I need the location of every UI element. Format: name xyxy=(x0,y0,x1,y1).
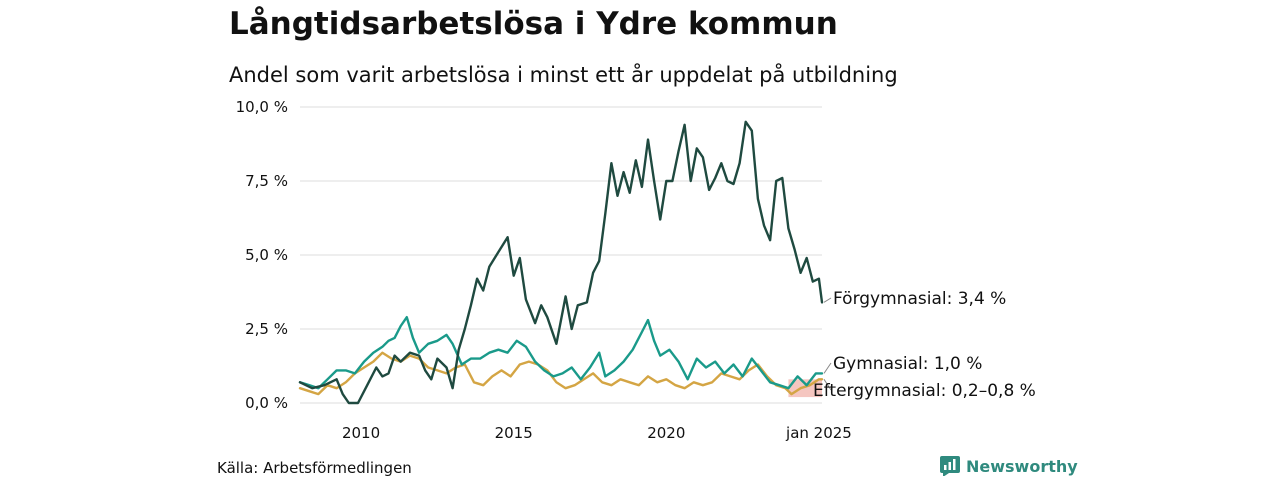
end-label-leader xyxy=(823,379,832,391)
x-axis-ticks: 2010 2015 2020 jan 2025 xyxy=(342,424,852,442)
y-tick-label: 0,0 % xyxy=(245,394,288,412)
x-tick-label: 2010 xyxy=(342,424,380,442)
series-line-förgymnasial xyxy=(298,120,824,405)
x-tick-label: jan 2025 xyxy=(785,424,852,442)
chart-title: Långtidsarbetslösa i Ydre kommun xyxy=(229,6,838,42)
gridlines xyxy=(300,106,822,404)
series-line-gymnasial xyxy=(298,316,824,390)
end-label-förgymnasial: Förgymnasial: 3,4 % xyxy=(833,289,1006,309)
y-axis-ticks: 0,0 % 2,5 % 5,0 % 7,5 % 10,0 % xyxy=(236,98,288,412)
series-lines xyxy=(298,120,824,405)
end-label-eftergymnasial: Eftergymnasial: 0,2–0,8 % xyxy=(813,381,1036,401)
brand-name: Newsworthy xyxy=(966,456,1078,476)
y-tick-label: 2,5 % xyxy=(245,320,288,338)
x-tick-label: 2020 xyxy=(647,424,685,442)
chart-subtitle: Andel som varit arbetslösa i minst ett å… xyxy=(229,63,898,87)
end-labels: Förgymnasial: 3,4 % Gymnasial: 1,0 % Efter… xyxy=(813,289,1036,401)
newsworthy-icon xyxy=(940,456,960,476)
y-tick-label: 5,0 % xyxy=(245,246,288,264)
end-label-leader xyxy=(823,362,832,374)
y-tick-label: 7,5 % xyxy=(245,172,288,190)
x-tick-label: 2015 xyxy=(495,424,533,442)
end-label-gymnasial: Gymnasial: 1,0 % xyxy=(833,354,982,374)
y-tick-label: 10,0 % xyxy=(236,98,288,116)
source-note: Källa: Arbetsförmedlingen xyxy=(217,459,412,477)
brand-logo: Newsworthy xyxy=(940,456,1078,476)
end-label-leader xyxy=(823,297,832,303)
